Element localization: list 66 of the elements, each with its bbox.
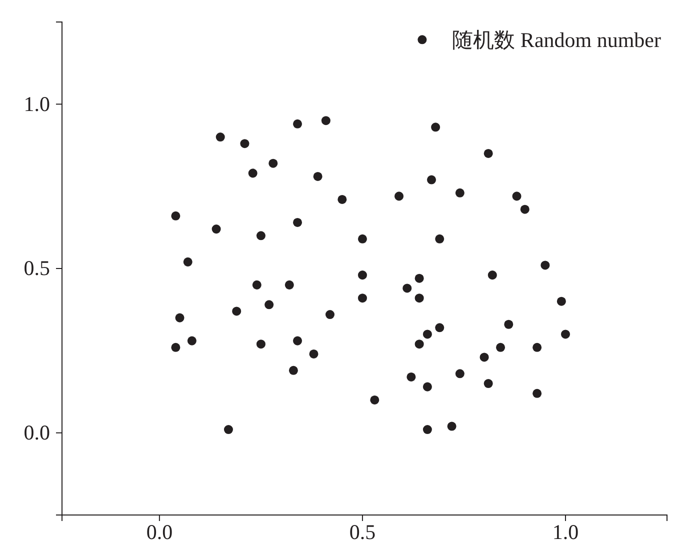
point <box>248 168 258 178</box>
point <box>512 192 522 201</box>
y-tick-label: 0.0 <box>24 420 50 445</box>
point <box>284 280 294 290</box>
point <box>240 139 250 148</box>
point <box>431 122 440 132</box>
point <box>488 270 497 280</box>
point <box>540 260 550 270</box>
point <box>435 323 444 332</box>
point <box>414 274 424 283</box>
point <box>422 425 432 434</box>
point <box>216 132 225 142</box>
point <box>256 231 266 240</box>
point <box>402 284 412 293</box>
point <box>480 352 489 362</box>
point <box>252 280 262 290</box>
point <box>175 313 184 322</box>
point <box>435 234 444 244</box>
point <box>414 340 424 349</box>
point <box>406 372 416 382</box>
x-tick-label: 0.5 <box>349 520 376 544</box>
point <box>256 340 266 349</box>
point <box>224 425 233 434</box>
point <box>370 395 380 404</box>
point <box>414 294 424 303</box>
point <box>358 270 367 280</box>
point <box>484 148 493 158</box>
point <box>288 366 298 375</box>
point <box>321 116 330 126</box>
point <box>183 257 192 266</box>
y-tick-label: 0.5 <box>24 256 50 280</box>
x-tick-label: 0.0 <box>146 520 173 544</box>
point <box>212 224 221 234</box>
point <box>447 422 456 431</box>
point <box>426 175 436 184</box>
point <box>268 158 278 168</box>
point <box>187 336 196 346</box>
point <box>532 342 542 352</box>
point <box>455 369 464 378</box>
point <box>455 188 464 198</box>
point <box>171 342 180 352</box>
point <box>560 330 570 339</box>
point <box>292 119 302 128</box>
point <box>504 320 514 329</box>
point <box>520 204 530 214</box>
point <box>422 330 432 339</box>
point <box>484 379 493 388</box>
point <box>264 300 274 310</box>
point <box>358 234 367 244</box>
legend-label: 随机数 Random number <box>452 28 661 52</box>
point <box>309 349 318 358</box>
point <box>292 336 302 346</box>
point <box>313 172 322 181</box>
point <box>556 296 566 306</box>
point <box>394 192 404 201</box>
point <box>358 294 367 303</box>
point <box>422 382 432 392</box>
point <box>338 194 347 204</box>
point <box>325 310 334 320</box>
point <box>496 342 506 352</box>
point <box>292 218 302 227</box>
x-tick-label: 1.0 <box>552 520 579 544</box>
y-tick-label: 1.0 <box>24 92 50 116</box>
point <box>532 388 542 398</box>
point <box>171 211 180 220</box>
point <box>232 306 242 316</box>
